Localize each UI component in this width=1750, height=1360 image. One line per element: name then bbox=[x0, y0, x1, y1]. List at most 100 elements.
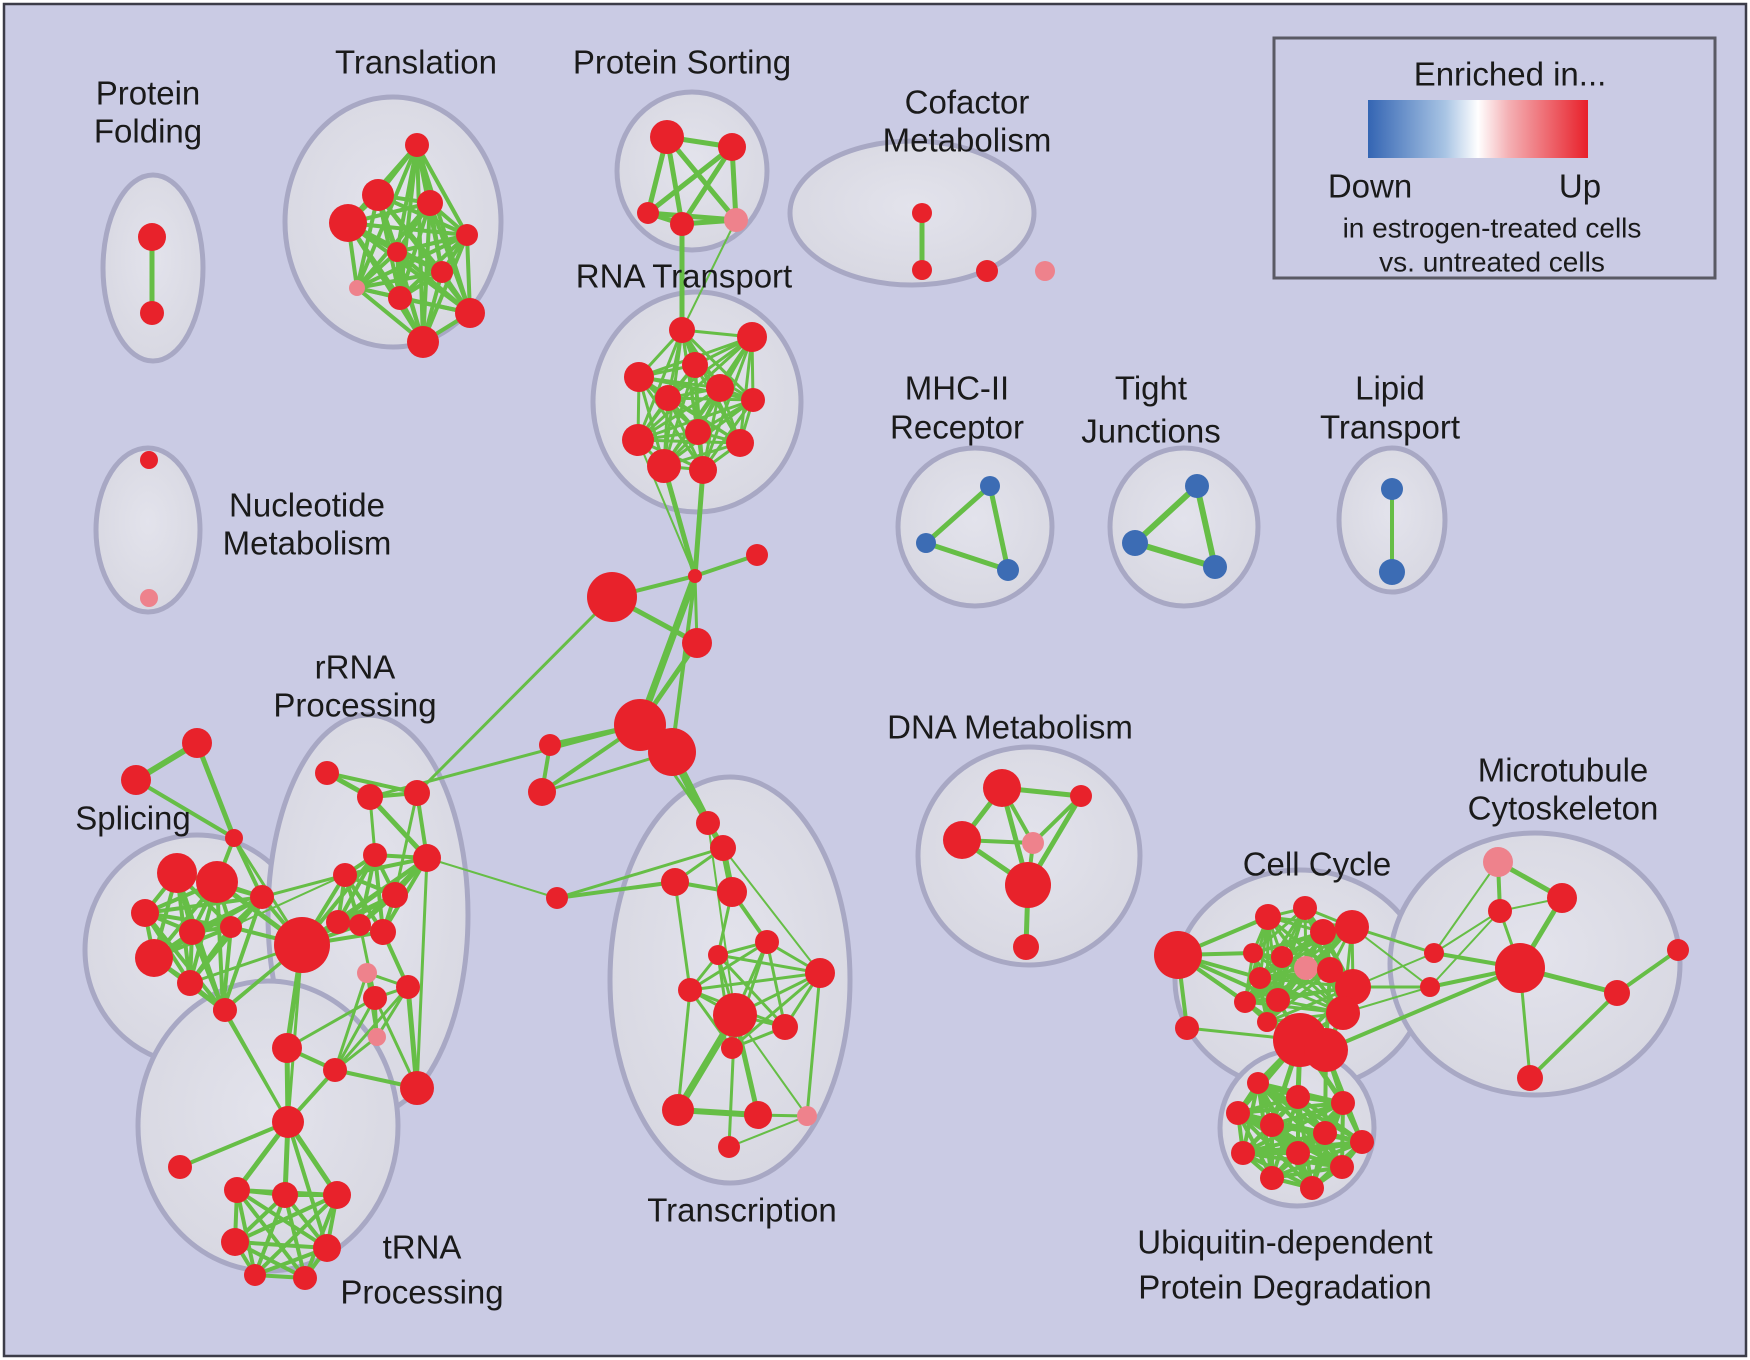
node-24 bbox=[682, 352, 708, 378]
edge-6-9 bbox=[355, 233, 469, 290]
node-29 bbox=[685, 419, 711, 445]
node-30 bbox=[622, 424, 654, 456]
node-122 bbox=[1317, 957, 1343, 983]
cluster-label-mhc-ii-receptor-line1: MHC-II bbox=[905, 370, 1009, 407]
edge-131-135 bbox=[1324, 966, 1522, 1052]
node-60 bbox=[220, 916, 242, 938]
node-62 bbox=[177, 970, 203, 996]
node-68 bbox=[363, 843, 387, 867]
node-40 bbox=[1381, 478, 1403, 500]
node-125 bbox=[1266, 988, 1290, 1012]
node-102 bbox=[772, 1014, 798, 1040]
network-edges-layer bbox=[133, 134, 1680, 1280]
edge-6-12 bbox=[421, 233, 469, 344]
node-103 bbox=[721, 1037, 743, 1059]
node-97 bbox=[755, 930, 779, 954]
edge-75-81 bbox=[333, 971, 369, 1072]
node-21 bbox=[1035, 261, 1055, 281]
edge-77-80 bbox=[285, 996, 377, 1050]
edge-94-99 bbox=[722, 847, 821, 974]
node-118 bbox=[1335, 910, 1369, 944]
node-147 bbox=[1350, 1130, 1374, 1154]
edge-100-104 bbox=[676, 988, 692, 1112]
node-140 bbox=[1517, 1065, 1543, 1091]
edge-99-100 bbox=[688, 971, 822, 992]
node-139 bbox=[1667, 939, 1689, 961]
node-124 bbox=[1234, 991, 1256, 1013]
edge-143-145 bbox=[1270, 1101, 1345, 1127]
node-129 bbox=[1175, 1016, 1199, 1040]
node-16 bbox=[670, 212, 694, 236]
node-32 bbox=[647, 449, 681, 483]
node-138 bbox=[1420, 977, 1440, 997]
legend-caption-line2: vs. untreated cells bbox=[1379, 247, 1605, 278]
edge-27-28 bbox=[666, 396, 755, 402]
edge-60-63 bbox=[221, 925, 233, 1012]
cluster-label-trna-processing-line2: Processing bbox=[340, 1274, 503, 1311]
node-149 bbox=[1286, 1141, 1310, 1165]
node-54 bbox=[182, 728, 212, 758]
legend-up-label: Up bbox=[1559, 168, 1601, 205]
node-85 bbox=[168, 1155, 192, 1179]
cluster-label-rna-transport: RNA Transport bbox=[576, 258, 792, 295]
node-78 bbox=[274, 917, 330, 973]
network-nodes-layer bbox=[121, 120, 1689, 1290]
node-36 bbox=[997, 559, 1019, 581]
edge-14-16 bbox=[679, 144, 735, 227]
node-152 bbox=[1300, 1176, 1324, 1200]
node-75 bbox=[357, 963, 377, 983]
cluster-label-translation: Translation bbox=[335, 44, 497, 81]
edge-106-107 bbox=[728, 1115, 808, 1148]
edge-23-27 bbox=[666, 335, 754, 400]
edge-54-55 bbox=[194, 740, 237, 841]
cluster-label-lipid-transport-line2: Transport bbox=[1320, 409, 1460, 446]
cluster-label-lipid-transport-line1: Lipid bbox=[1355, 370, 1425, 407]
node-52 bbox=[546, 887, 568, 909]
node-95 bbox=[661, 868, 689, 896]
node-5 bbox=[329, 204, 367, 242]
edge-88-89 bbox=[233, 1193, 339, 1244]
node-20 bbox=[976, 260, 998, 282]
node-83 bbox=[368, 1028, 386, 1046]
node-88 bbox=[323, 1181, 351, 1209]
edge-34-35 bbox=[923, 483, 993, 546]
node-96 bbox=[717, 877, 747, 907]
edge-46-67 bbox=[415, 595, 614, 795]
edge-144-151 bbox=[1236, 1111, 1274, 1180]
node-34 bbox=[980, 476, 1000, 496]
node-57 bbox=[196, 861, 238, 903]
cluster-label-microtubule-cytoskeleton-line2: Cytoskeleton bbox=[1468, 790, 1659, 827]
node-117 bbox=[1310, 919, 1336, 945]
cluster-label-nucleotide-metabolism-line2: Metabolism bbox=[223, 525, 392, 562]
node-99 bbox=[805, 958, 835, 988]
edge-136-140 bbox=[1528, 991, 1619, 1080]
legend-box: Enriched in... Down Up in estrogen-treat… bbox=[1272, 36, 1717, 280]
edge-7-11 bbox=[395, 250, 472, 315]
node-61 bbox=[135, 939, 173, 977]
node-28 bbox=[741, 388, 765, 412]
node-135 bbox=[1495, 943, 1545, 993]
node-107 bbox=[718, 1136, 740, 1158]
cluster-label-microtubule-cytoskeleton-line1: Microtubule bbox=[1478, 752, 1649, 789]
node-26 bbox=[706, 374, 734, 402]
edge-37-39 bbox=[1194, 483, 1218, 570]
edge-23-31 bbox=[738, 335, 754, 445]
node-132 bbox=[1483, 847, 1513, 877]
node-76 bbox=[396, 975, 420, 999]
node-65 bbox=[315, 761, 339, 785]
node-35 bbox=[916, 533, 936, 553]
edge-26-30 bbox=[636, 386, 722, 442]
edge-89-90 bbox=[233, 1240, 329, 1250]
node-105 bbox=[744, 1101, 772, 1129]
node-123 bbox=[1249, 967, 1271, 989]
edge-84-85 bbox=[178, 1120, 290, 1169]
edge-146-148 bbox=[1241, 1131, 1327, 1155]
edge-37-38 bbox=[1132, 483, 1200, 546]
node-45 bbox=[688, 569, 702, 583]
edge-33-45 bbox=[692, 467, 706, 579]
node-84 bbox=[272, 1106, 304, 1138]
edge-22-28 bbox=[680, 328, 755, 402]
edge-22-30 bbox=[636, 328, 684, 442]
node-73 bbox=[349, 914, 371, 936]
node-145 bbox=[1260, 1113, 1284, 1137]
